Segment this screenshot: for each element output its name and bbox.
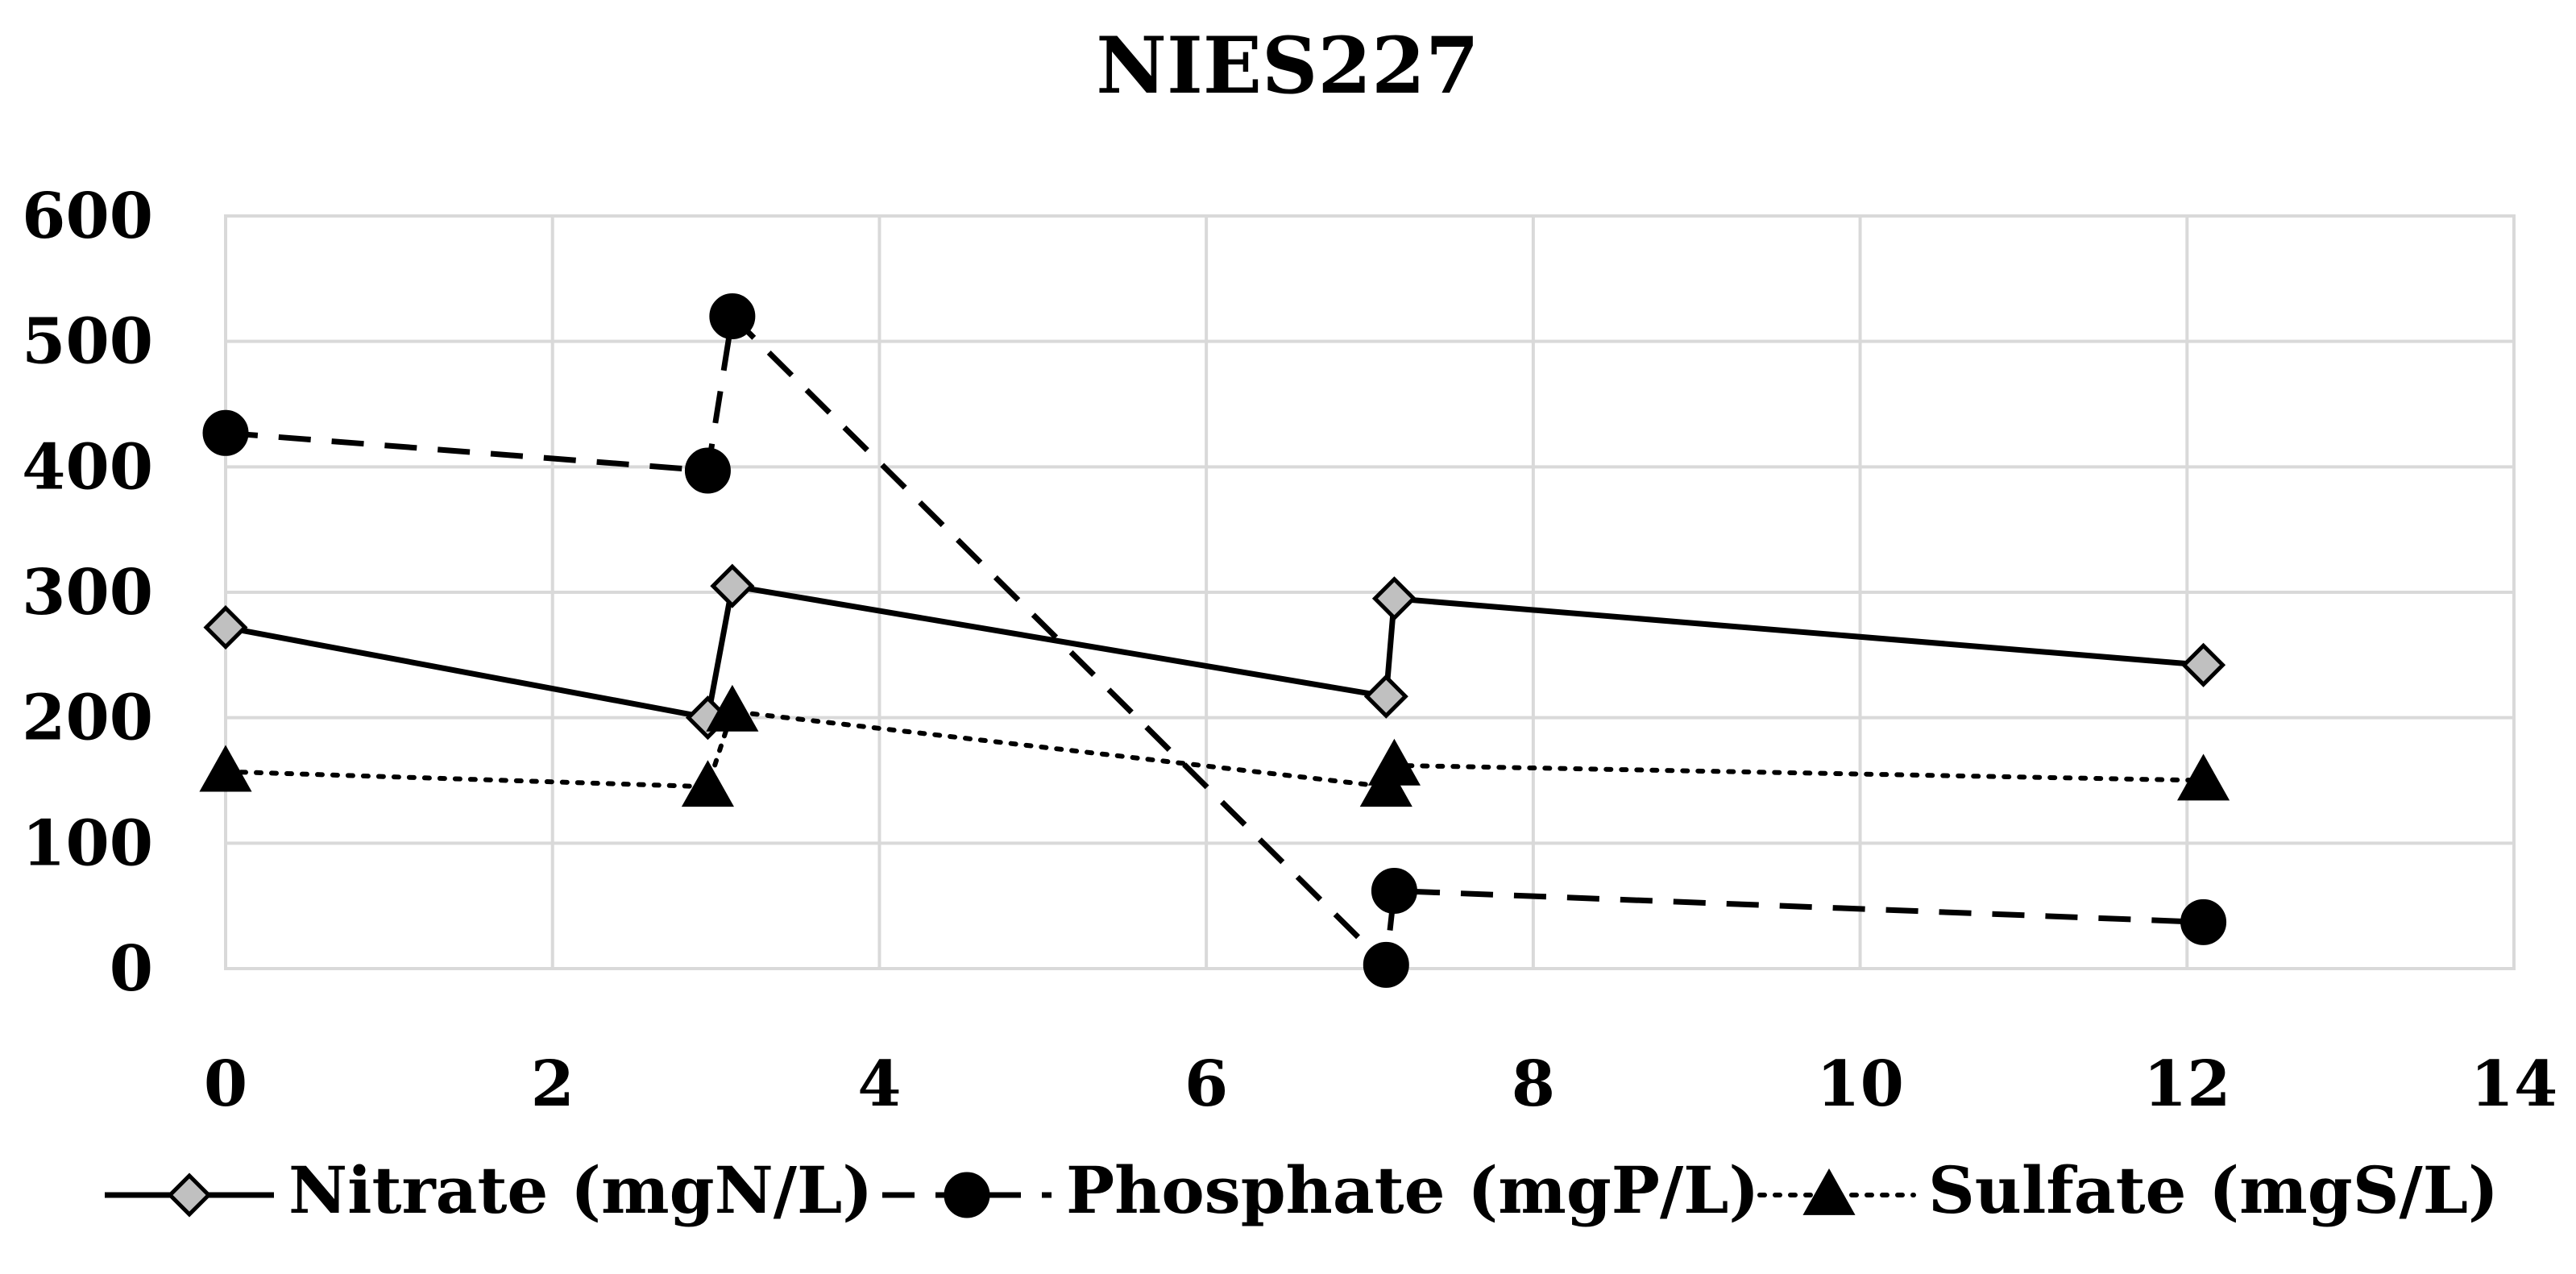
legend-item: Nitrate (mgN/L)	[105, 1152, 873, 1228]
data-point-diamond	[2181, 642, 2226, 687]
data-point-diamond	[1363, 674, 1408, 719]
legend-label: Nitrate (mgN/L)	[288, 1152, 873, 1228]
x-tick-label: 14	[2470, 1048, 2558, 1121]
data-point-circle	[202, 409, 249, 456]
data-point-triangle	[1367, 738, 1421, 786]
data-point-triangle	[706, 684, 759, 732]
x-tick-label: 4	[857, 1048, 901, 1121]
x-tick-label: 0	[204, 1048, 247, 1121]
data-point-diamond	[203, 605, 248, 650]
data-point-circle	[709, 293, 756, 340]
x-tick-label: 12	[2143, 1048, 2231, 1121]
data-point-circle	[1363, 941, 1409, 988]
grid	[224, 214, 2516, 970]
data-point-circle	[2180, 898, 2227, 945]
y-tick-label: 300	[22, 556, 153, 629]
y-tick-label: 500	[22, 305, 153, 379]
series-line	[225, 583, 2204, 721]
legend-marker-diamond	[167, 1172, 212, 1218]
series-triangle	[199, 684, 2230, 807]
x-tick-label: 2	[531, 1048, 575, 1121]
series-group	[199, 293, 2230, 988]
x-tick-label: 10	[1816, 1048, 1904, 1121]
data-point-triangle	[199, 745, 252, 792]
data-point-diamond	[710, 563, 755, 608]
series-line	[225, 310, 2204, 971]
legend-marker-circle	[944, 1172, 990, 1218]
series-circle	[202, 293, 2227, 988]
data-point-triangle	[2177, 753, 2230, 801]
legend: Nitrate (mgN/L) Phosphate (mgP/L) Sulfate …	[105, 1152, 2499, 1228]
data-point-circle	[1371, 867, 1417, 914]
x-tick-label: 8	[1512, 1048, 1555, 1121]
axes: 0 100 200 300 400 500 600 0 2 4 6 8 10 12 14	[22, 180, 2557, 1121]
legend-label: Sulfate (mgS/L)	[1928, 1152, 2499, 1228]
legend-marker-triangle	[1802, 1168, 1856, 1215]
legend-item: Phosphate (mgP/L)	[882, 1152, 1759, 1228]
y-tick-label: 600	[22, 180, 153, 253]
series-line	[223, 708, 2206, 790]
chart-title: NIES227	[1096, 20, 1479, 111]
data-point-circle	[684, 447, 731, 494]
y-tick-label: 400	[22, 430, 153, 504]
y-tick-label: 0	[110, 932, 153, 1006]
legend-item: Sulfate (mgS/L)	[1742, 1152, 2499, 1228]
y-tick-label: 100	[22, 807, 153, 880]
data-point-triangle	[681, 760, 734, 807]
legend-label: Phosphate (mgP/L)	[1066, 1152, 1759, 1228]
x-tick-label: 6	[1184, 1048, 1228, 1121]
data-point-diamond	[1371, 576, 1417, 621]
y-tick-label: 200	[22, 682, 153, 755]
